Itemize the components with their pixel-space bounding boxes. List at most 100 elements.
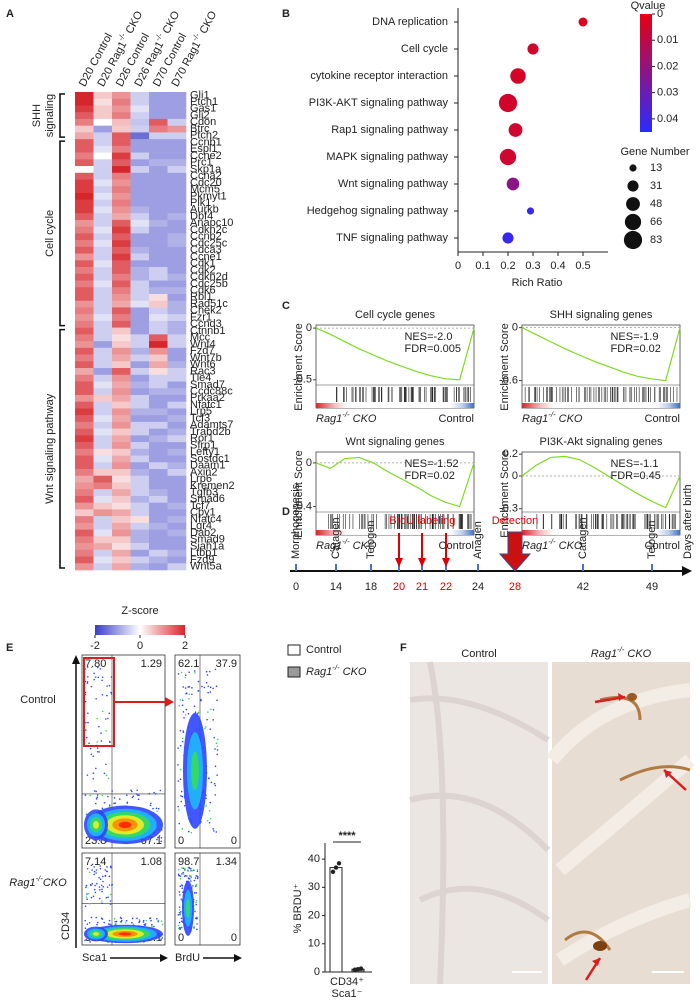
heatmap-cell bbox=[112, 421, 131, 429]
quadrant-label: 0 bbox=[231, 932, 237, 944]
heatmap-cell bbox=[112, 563, 131, 571]
cell-event bbox=[94, 884, 96, 887]
heatmap-cell bbox=[112, 213, 131, 221]
cell-event bbox=[177, 914, 180, 916]
cell-event bbox=[131, 921, 133, 924]
cell-event bbox=[87, 712, 89, 714]
enrichment-curve bbox=[521, 327, 681, 382]
group-label: Rag1-/- CKO bbox=[316, 410, 377, 425]
category-label: PI3K-AKT signaling pathway bbox=[309, 97, 449, 109]
cell-event bbox=[184, 867, 186, 870]
x-tick-label: 0.5 bbox=[575, 260, 590, 272]
cell-event bbox=[193, 879, 196, 882]
heatmap-cell bbox=[149, 112, 168, 120]
cell-event bbox=[135, 793, 138, 795]
cell-event bbox=[85, 729, 87, 731]
y-tick-label: 0 bbox=[512, 470, 518, 482]
category-label: Wnt signaling pathway bbox=[338, 178, 449, 190]
superscript: -/- bbox=[548, 537, 556, 546]
cell-density bbox=[93, 932, 99, 936]
heatmap-cell bbox=[112, 415, 131, 423]
heatmap-cell bbox=[112, 374, 131, 382]
heatmap-cell bbox=[130, 287, 150, 295]
gene-label: Mcm5 bbox=[190, 184, 220, 196]
heatmap-cell bbox=[167, 368, 187, 376]
cell-event bbox=[215, 831, 218, 833]
cell-event bbox=[194, 910, 196, 913]
cell-event bbox=[180, 920, 183, 923]
cell-event bbox=[126, 794, 128, 797]
fdr-label: FDR=0.005 bbox=[404, 343, 461, 355]
cell-event bbox=[190, 831, 193, 834]
heatmap-cell bbox=[112, 125, 131, 133]
heatmap-cell bbox=[167, 213, 187, 221]
heatmap-cell bbox=[167, 152, 187, 160]
heatmap-cell bbox=[167, 112, 187, 120]
gene-label: Cdkn2c bbox=[190, 224, 228, 236]
heatmap-cell bbox=[167, 314, 187, 322]
cell-event bbox=[99, 865, 101, 867]
cell-event bbox=[187, 870, 190, 872]
colorbar-tick-label: 0 bbox=[657, 8, 663, 20]
cell-event bbox=[86, 893, 88, 895]
cell-event bbox=[142, 919, 145, 922]
cell-event bbox=[108, 712, 111, 715]
dot bbox=[499, 148, 517, 166]
cell-event bbox=[95, 916, 97, 919]
cell-event bbox=[149, 804, 152, 807]
cell-event bbox=[209, 817, 212, 820]
cell-event bbox=[118, 798, 121, 800]
heatmap-cell bbox=[93, 118, 113, 126]
heatmap-cell bbox=[93, 563, 113, 571]
cell-event bbox=[195, 899, 198, 902]
heatmap-cell bbox=[167, 381, 187, 389]
cell-event bbox=[87, 721, 89, 724]
heatmap-cell bbox=[167, 125, 187, 133]
heatmap-cell bbox=[167, 516, 187, 524]
y-tick-label: 0 bbox=[314, 966, 320, 978]
heatmap-cell bbox=[149, 475, 168, 483]
cell-event bbox=[212, 687, 214, 690]
cell-event bbox=[96, 923, 98, 926]
gene-label: Pkmyt1 bbox=[190, 190, 227, 202]
heatmap-cell bbox=[149, 394, 168, 402]
histology-images bbox=[409, 661, 695, 985]
heatmap-cell bbox=[75, 253, 94, 261]
heatmap-cell bbox=[75, 489, 94, 497]
cell-event bbox=[216, 749, 219, 751]
cell-event bbox=[214, 668, 217, 671]
heatmap-cell bbox=[75, 442, 94, 450]
text-part: CKO bbox=[624, 648, 651, 660]
cell-event bbox=[85, 721, 87, 724]
heatmap-cell bbox=[130, 273, 150, 281]
gene-label: Cdc25c bbox=[190, 237, 228, 249]
heatmap-cell bbox=[167, 246, 187, 254]
cell-event bbox=[92, 895, 95, 898]
heatmap-cell bbox=[167, 394, 187, 402]
heatmap-cell bbox=[167, 415, 187, 423]
cell-event bbox=[103, 921, 106, 924]
cell-event bbox=[209, 686, 212, 689]
cell-event bbox=[97, 666, 99, 669]
gene-label: Rad51c bbox=[190, 298, 228, 310]
heatmap-cell bbox=[112, 556, 131, 564]
cell-event bbox=[111, 885, 113, 887]
cell-event bbox=[97, 676, 100, 679]
heatmap-cell bbox=[130, 233, 150, 241]
heatmap-cell bbox=[112, 145, 131, 153]
cell-event bbox=[190, 867, 192, 870]
size-legend-dot bbox=[627, 180, 639, 192]
cell-event bbox=[102, 886, 105, 888]
cell-event bbox=[95, 697, 97, 700]
heatmap-cell bbox=[112, 240, 131, 248]
y-tick-label: -0.5 bbox=[293, 374, 312, 386]
cell-event bbox=[136, 917, 138, 920]
heatmap-cell bbox=[112, 118, 131, 126]
heatmap-cell bbox=[93, 179, 113, 187]
heatmap-cell bbox=[112, 482, 131, 490]
cell-event bbox=[93, 866, 96, 868]
cell-event bbox=[190, 875, 192, 878]
cell-event bbox=[106, 886, 109, 888]
heatmap-cell bbox=[75, 219, 94, 227]
cell-event bbox=[94, 891, 97, 894]
